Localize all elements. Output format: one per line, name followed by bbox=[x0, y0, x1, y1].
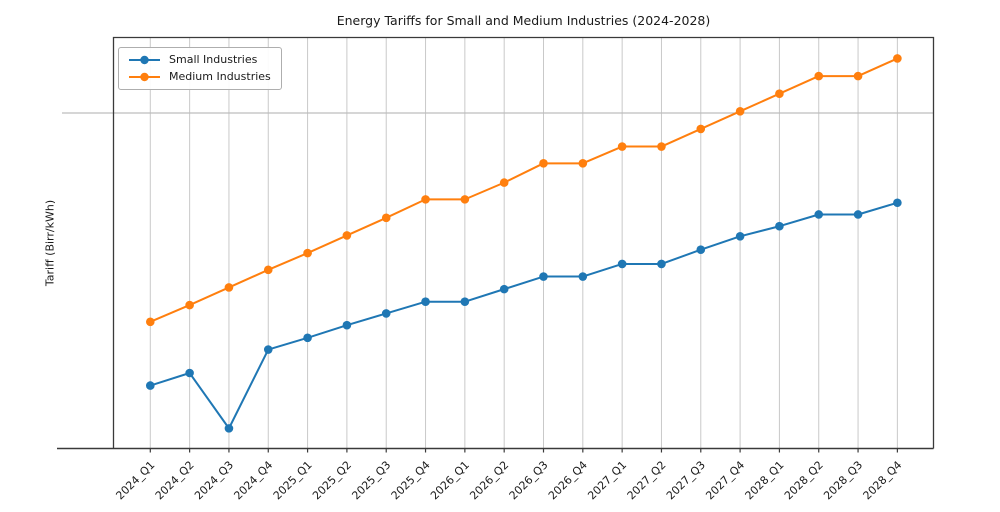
medium-industries-data-point-marker bbox=[735, 107, 745, 116]
x-tick-label: 2026_Q1 bbox=[428, 458, 472, 502]
x-tick-label: 2026_Q3 bbox=[507, 458, 551, 502]
medium-industries-data-point-marker bbox=[421, 195, 430, 204]
x-tick-label: 2028_Q4 bbox=[861, 458, 905, 502]
medium-industries-data-point-marker bbox=[775, 89, 784, 98]
medium-industries-line bbox=[149, 57, 898, 323]
legend-item-medium-industries: Medium Industries bbox=[128, 68, 271, 85]
small-industries-data-point-marker bbox=[303, 333, 312, 343]
small-industries-data-point-marker bbox=[224, 424, 234, 433]
small-industries-line bbox=[149, 201, 898, 430]
medium-industries-data-point-marker bbox=[381, 213, 391, 223]
x-tick-label: 2025_Q1 bbox=[271, 458, 315, 502]
medium-industries-data-point-marker bbox=[617, 142, 627, 151]
x-tick-label: 2028_Q1 bbox=[743, 458, 787, 502]
x-tick-label: 2024_Q1 bbox=[113, 458, 157, 502]
medium-industries-data-point-marker bbox=[460, 195, 470, 204]
x-tick-label: 2024_Q4 bbox=[231, 458, 275, 502]
medium-industries-data-point-marker bbox=[814, 71, 824, 81]
x-tick-label: 2025_Q2 bbox=[310, 458, 354, 502]
medium-industries-data-point-marker bbox=[696, 124, 706, 134]
small-industries-data-point-marker bbox=[185, 368, 194, 378]
small-industries-data-point-marker bbox=[893, 198, 902, 208]
chart-title: Energy Tariffs for Small and Medium Indu… bbox=[336, 13, 711, 28]
x-tick-label: 2028_Q3 bbox=[821, 458, 865, 502]
x-tick-label: 2026_Q4 bbox=[546, 458, 590, 502]
medium-industries-data-point-marker bbox=[853, 71, 863, 81]
legend-line-sample-small bbox=[129, 55, 160, 64]
x-tick-label: 2025_Q3 bbox=[349, 458, 393, 502]
x-tick-label: 2027_Q1 bbox=[585, 458, 629, 502]
x-tick-label: 2024_Q2 bbox=[153, 458, 197, 502]
medium-industries-data-point-marker bbox=[539, 159, 548, 168]
x-tick-label: 2024_Q3 bbox=[192, 458, 236, 502]
small-industries-data-point-marker bbox=[696, 245, 706, 255]
x-tick-label: 2027_Q3 bbox=[664, 458, 708, 502]
small-industries-data-point-marker bbox=[814, 210, 824, 219]
small-industries-data-point-marker bbox=[421, 297, 430, 307]
medium-industries-data-point-marker bbox=[224, 283, 234, 292]
small-industries-data-point-marker bbox=[460, 297, 470, 307]
legend-line-sample-medium bbox=[129, 72, 160, 81]
small-industries-data-point-marker bbox=[146, 381, 155, 390]
legend-label: Small Industries bbox=[169, 53, 258, 66]
medium-industries-data-point-marker bbox=[303, 248, 312, 258]
small-industries-data-point-marker bbox=[539, 272, 548, 281]
x-tick-label: 2028_Q2 bbox=[782, 458, 826, 502]
small-industries-data-point-marker bbox=[735, 231, 745, 241]
small-industries-data-point-marker bbox=[342, 320, 352, 330]
x-tick-label: 2026_Q2 bbox=[467, 458, 511, 502]
medium-industries-data-point-marker bbox=[263, 265, 273, 275]
legend-item-small-industries: Small Industries bbox=[128, 51, 271, 68]
medium-industries-data-point-marker bbox=[499, 178, 509, 187]
medium-industries-data-point-marker bbox=[146, 317, 155, 327]
plot-spines bbox=[112, 36, 935, 449]
medium-industries-data-point-marker bbox=[185, 300, 194, 310]
small-industries-data-point-marker bbox=[499, 284, 509, 294]
medium-industries-data-point-marker bbox=[578, 159, 588, 168]
small-industries-data-point-marker bbox=[617, 259, 627, 269]
small-industries-data-point-marker bbox=[578, 272, 588, 281]
small-industries-data-point-marker bbox=[381, 309, 391, 318]
x-tick-label: 2027_Q2 bbox=[625, 458, 669, 502]
small-industries-data-point-marker bbox=[775, 221, 784, 231]
medium-industries-data-point-marker bbox=[893, 54, 902, 63]
x-tick-label: 2027_Q4 bbox=[703, 458, 747, 502]
small-industries-data-point-marker bbox=[853, 210, 863, 219]
legend: Small Industries Medium Industries bbox=[118, 47, 282, 90]
small-industries-data-point-marker bbox=[657, 259, 666, 269]
medium-industries-data-point-marker bbox=[657, 142, 666, 151]
x-tick-label: 2025_Q4 bbox=[389, 458, 433, 502]
small-industries-data-point-marker bbox=[263, 345, 273, 354]
medium-industries-data-point-marker bbox=[342, 231, 352, 240]
legend-label: Medium Industries bbox=[169, 70, 271, 83]
